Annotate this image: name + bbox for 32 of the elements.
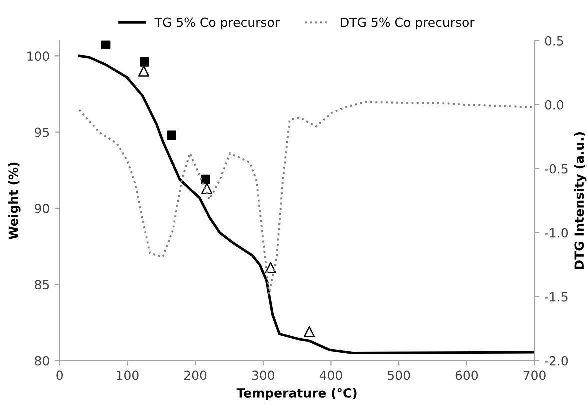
x-tick-label: 700 <box>524 370 546 380</box>
y-tick-label: 80 <box>35 356 50 366</box>
point <box>304 326 316 338</box>
x-tick-label: 100 <box>117 370 139 380</box>
y2-tick-label: 0.5 <box>545 36 564 46</box>
x-axis-title: Temperature (°C) <box>236 388 357 400</box>
point <box>140 58 150 67</box>
x-tick-label: 300 <box>252 370 274 380</box>
y2-tick-label: -1.0 <box>545 228 568 238</box>
y-tick-label: 90 <box>35 204 50 214</box>
y-tick-label: 85 <box>35 280 50 290</box>
x-tick-label: 500 <box>388 370 410 380</box>
y-tick-label: 100 <box>28 52 50 62</box>
x-tick-label: 400 <box>320 370 342 380</box>
point <box>167 130 176 140</box>
point <box>201 174 210 184</box>
line-series <box>78 101 535 296</box>
y2-tick-label: -2.0 <box>545 356 568 366</box>
line-series <box>78 54 535 354</box>
point <box>101 40 111 50</box>
y2-tick-label: 0.0 <box>545 100 564 110</box>
y-tick-label: 95 <box>35 128 50 138</box>
y-axis-title: Weight (%) <box>8 162 21 240</box>
legend-label: TG 5% Co precursor <box>154 18 280 30</box>
y2-tick-label: -0.5 <box>545 164 568 174</box>
point <box>138 66 150 77</box>
x-tick-label: 600 <box>456 370 478 380</box>
x-tick-label: 0 <box>56 370 64 380</box>
legend-label: DTG 5% Co precursor <box>341 18 475 30</box>
y2-tick-label: -1.5 <box>545 292 568 302</box>
y2-axis-title: DTG Intensity (a.u.) <box>574 132 587 270</box>
x-tick-label: 200 <box>184 370 207 380</box>
